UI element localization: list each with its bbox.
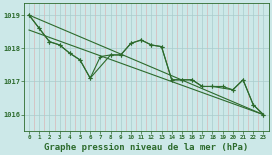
- X-axis label: Graphe pression niveau de la mer (hPa): Graphe pression niveau de la mer (hPa): [44, 143, 248, 152]
